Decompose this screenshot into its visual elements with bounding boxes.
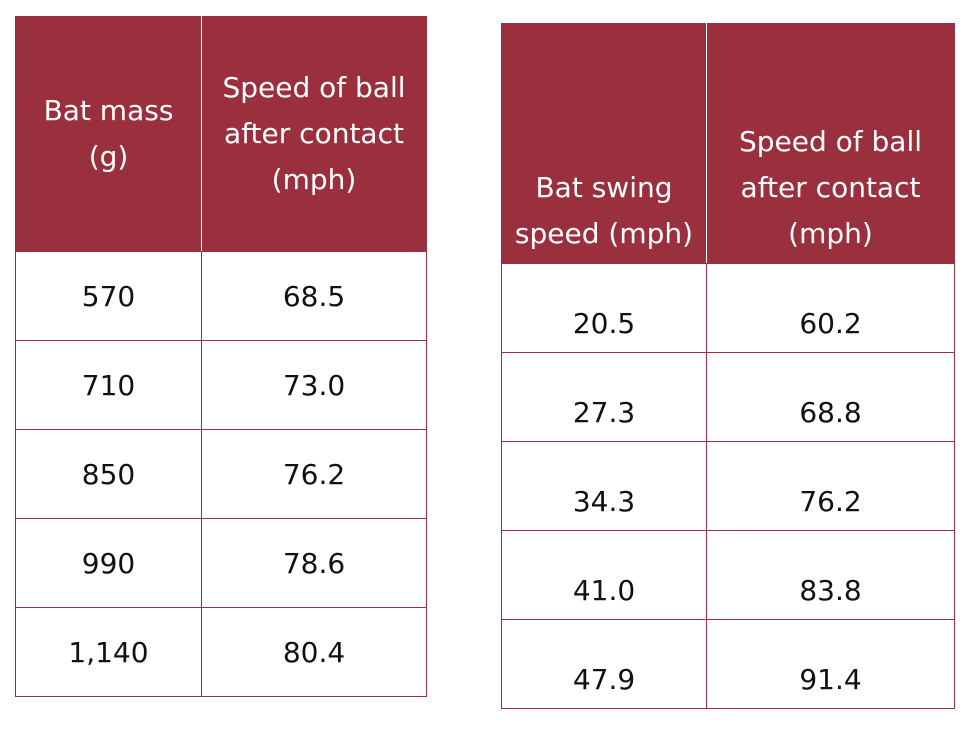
cell-bat-mass: 570 — [15, 251, 202, 341]
cell-ball-speed: 60.2 — [706, 263, 955, 353]
table-header-row: Bat mass (g) Speed of ball after contact… — [15, 16, 427, 252]
column-header-ball-speed: Speed of ball after contact (mph) — [706, 23, 955, 264]
cell-swing-speed: 34.3 — [501, 441, 707, 531]
cell-ball-speed: 68.8 — [706, 352, 955, 442]
swing-speed-table: Bat swing speed (mph) Speed of ball afte… — [501, 23, 955, 709]
cell-ball-speed: 73.0 — [201, 340, 427, 430]
table-row: 710 73.0 — [15, 340, 427, 430]
column-header-ball-speed: Speed of ball after contact (mph) — [201, 16, 427, 252]
table-row: 990 78.6 — [15, 518, 427, 608]
cell-swing-speed: 20.5 — [501, 263, 707, 353]
cell-ball-speed: 76.2 — [706, 441, 955, 531]
cell-swing-speed: 47.9 — [501, 619, 707, 709]
table-row: 34.3 76.2 — [501, 441, 955, 531]
cell-bat-mass: 1,140 — [15, 607, 202, 697]
column-header-bat-mass: Bat mass (g) — [15, 16, 202, 252]
cell-swing-speed: 27.3 — [501, 352, 707, 442]
table-row: 20.5 60.2 — [501, 263, 955, 353]
table-row: 41.0 83.8 — [501, 530, 955, 620]
table-row: 570 68.5 — [15, 251, 427, 341]
table-row: 850 76.2 — [15, 429, 427, 519]
column-header-label: Speed of ball after contact (mph) — [222, 71, 406, 196]
cell-swing-speed: 41.0 — [501, 530, 707, 620]
table-row: 1,140 80.4 — [15, 607, 427, 697]
table-row: 27.3 68.8 — [501, 352, 955, 442]
cell-ball-speed: 91.4 — [706, 619, 955, 709]
table-row: 47.9 91.4 — [501, 619, 955, 709]
cell-bat-mass: 990 — [15, 518, 202, 608]
bat-mass-table: Bat mass (g) Speed of ball after contact… — [15, 16, 427, 697]
cell-ball-speed: 83.8 — [706, 530, 955, 620]
column-header-swing-speed: Bat swing speed (mph) — [501, 23, 707, 264]
column-header-label: Bat swing speed (mph) — [514, 171, 694, 250]
cell-ball-speed: 78.6 — [201, 518, 427, 608]
cell-bat-mass: 850 — [15, 429, 202, 519]
table-header-row: Bat swing speed (mph) Speed of ball afte… — [501, 23, 955, 264]
column-header-label: Speed of ball after contact (mph) — [738, 125, 923, 250]
cell-ball-speed: 80.4 — [201, 607, 427, 697]
cell-ball-speed: 68.5 — [201, 251, 427, 341]
cell-ball-speed: 76.2 — [201, 429, 427, 519]
cell-bat-mass: 710 — [15, 340, 202, 430]
column-header-label: Bat mass (g) — [43, 94, 174, 173]
